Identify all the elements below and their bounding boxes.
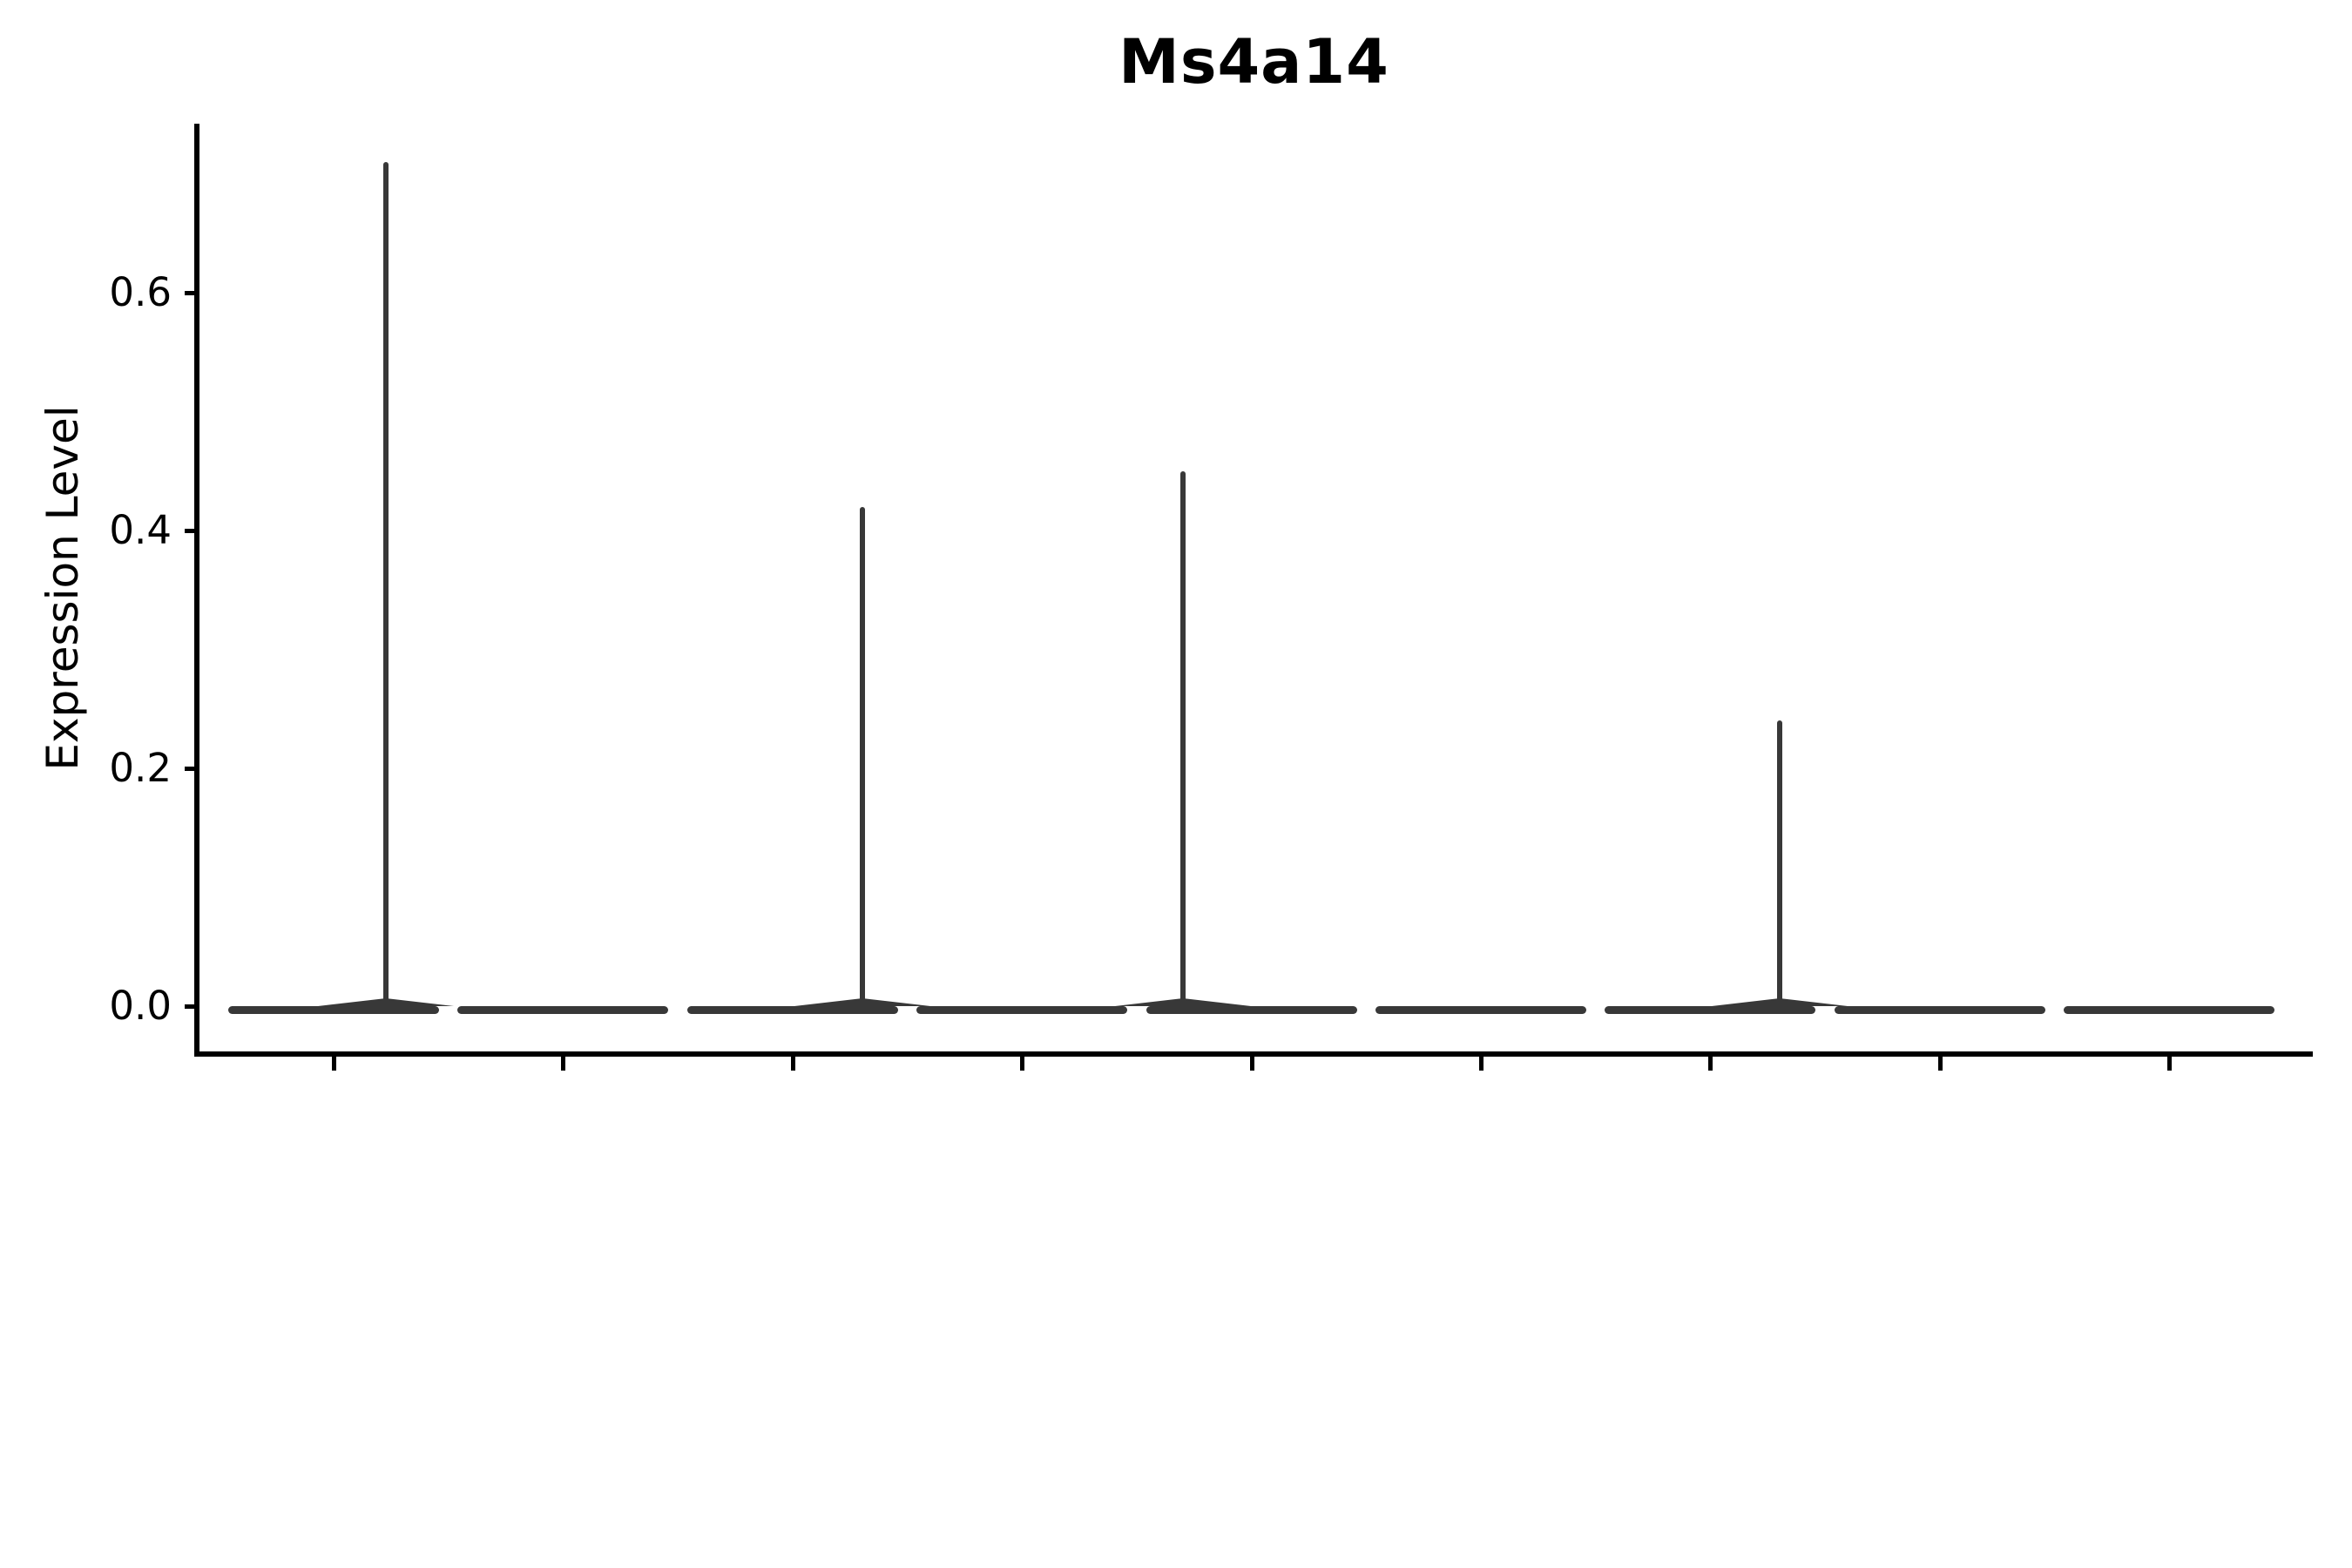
violin-body	[1375, 1006, 1586, 1014]
violin-body	[457, 1006, 669, 1014]
violin-spike	[383, 161, 389, 1010]
y-tick-label: 0.6	[109, 269, 172, 315]
y-tick-mark	[185, 767, 197, 771]
x-tick-mark	[2167, 1057, 2172, 1071]
violin-body	[228, 1006, 439, 1014]
y-tick-mark	[185, 529, 197, 533]
x-tick-mark	[1020, 1057, 1025, 1071]
x-tick-mark	[1249, 1057, 1254, 1071]
violin-body	[686, 1006, 898, 1014]
violin-spike	[1777, 720, 1783, 1010]
x-tick-mark	[1708, 1057, 1713, 1071]
x-axis-spine	[194, 1051, 2313, 1057]
violin-body	[2064, 1006, 2274, 1014]
x-tick-mark	[1478, 1057, 1484, 1071]
violin-body	[1834, 1006, 2045, 1014]
y-axis-spine	[194, 124, 199, 1057]
violin-spike	[1179, 470, 1186, 1010]
x-tick-mark	[1937, 1057, 1943, 1071]
y-tick-mark	[185, 291, 197, 295]
y-tick-label: 0.2	[109, 745, 172, 791]
x-tick-mark	[790, 1057, 795, 1071]
y-tick-label: 0.0	[109, 983, 172, 1029]
x-tick-mark	[332, 1057, 336, 1071]
violin-body	[1605, 1006, 1816, 1014]
plot-title: Ms4a14	[1119, 26, 1389, 98]
x-tick-mark	[561, 1057, 566, 1071]
violin-body	[1146, 1006, 1357, 1014]
violin-spike	[859, 506, 865, 1010]
y-tick-mark	[185, 1004, 197, 1009]
y-axis-label: Expression Level	[37, 405, 88, 771]
y-tick-label: 0.4	[109, 507, 172, 553]
violin-body	[916, 1006, 1128, 1014]
